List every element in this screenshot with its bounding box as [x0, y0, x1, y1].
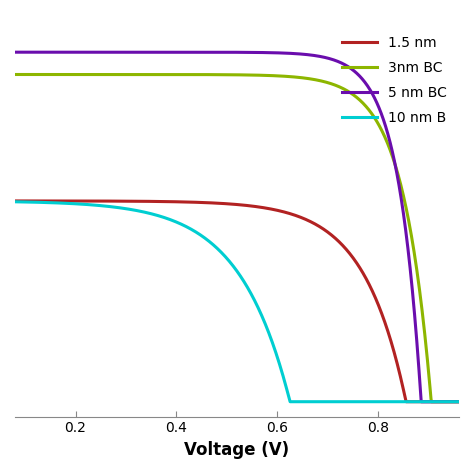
1.5 nm	[358, 267, 364, 273]
1.5 nm	[57, 198, 63, 204]
Line: 3nm BC: 3nm BC	[15, 74, 459, 401]
3nm BC	[456, 399, 462, 404]
10 nm B	[57, 200, 63, 206]
5 nm BC	[12, 49, 18, 55]
10 nm B	[367, 399, 373, 404]
10 nm B	[359, 399, 365, 404]
10 nm B	[318, 399, 323, 404]
1.5 nm	[366, 282, 372, 287]
10 nm B	[456, 399, 462, 404]
10 nm B	[287, 399, 293, 404]
5 nm BC	[358, 75, 364, 81]
3nm BC	[317, 78, 323, 83]
5 nm BC	[419, 399, 424, 404]
1.5 nm	[403, 399, 409, 404]
10 nm B	[208, 240, 213, 246]
1.5 nm	[12, 198, 18, 204]
1.5 nm	[191, 200, 197, 205]
Line: 5 nm BC: 5 nm BC	[15, 52, 459, 401]
10 nm B	[12, 199, 18, 205]
3nm BC	[366, 108, 372, 113]
X-axis label: Voltage (V): Voltage (V)	[184, 441, 290, 459]
3nm BC	[208, 72, 213, 77]
5 nm BC	[191, 49, 197, 55]
10 nm B	[191, 228, 197, 234]
5 nm BC	[366, 86, 372, 91]
1.5 nm	[317, 224, 323, 229]
3nm BC	[191, 72, 197, 77]
5 nm BC	[317, 54, 323, 59]
Legend: 1.5 nm, 3nm BC, 5 nm BC, 10 nm B: 1.5 nm, 3nm BC, 5 nm BC, 10 nm B	[336, 30, 452, 130]
Line: 10 nm B: 10 nm B	[15, 202, 459, 401]
5 nm BC	[456, 399, 462, 404]
1.5 nm	[208, 200, 213, 206]
3nm BC	[428, 399, 434, 404]
3nm BC	[12, 72, 18, 77]
5 nm BC	[57, 49, 63, 55]
3nm BC	[358, 99, 364, 104]
5 nm BC	[208, 49, 213, 55]
3nm BC	[57, 72, 63, 77]
Line: 1.5 nm: 1.5 nm	[15, 201, 459, 401]
1.5 nm	[456, 399, 462, 404]
